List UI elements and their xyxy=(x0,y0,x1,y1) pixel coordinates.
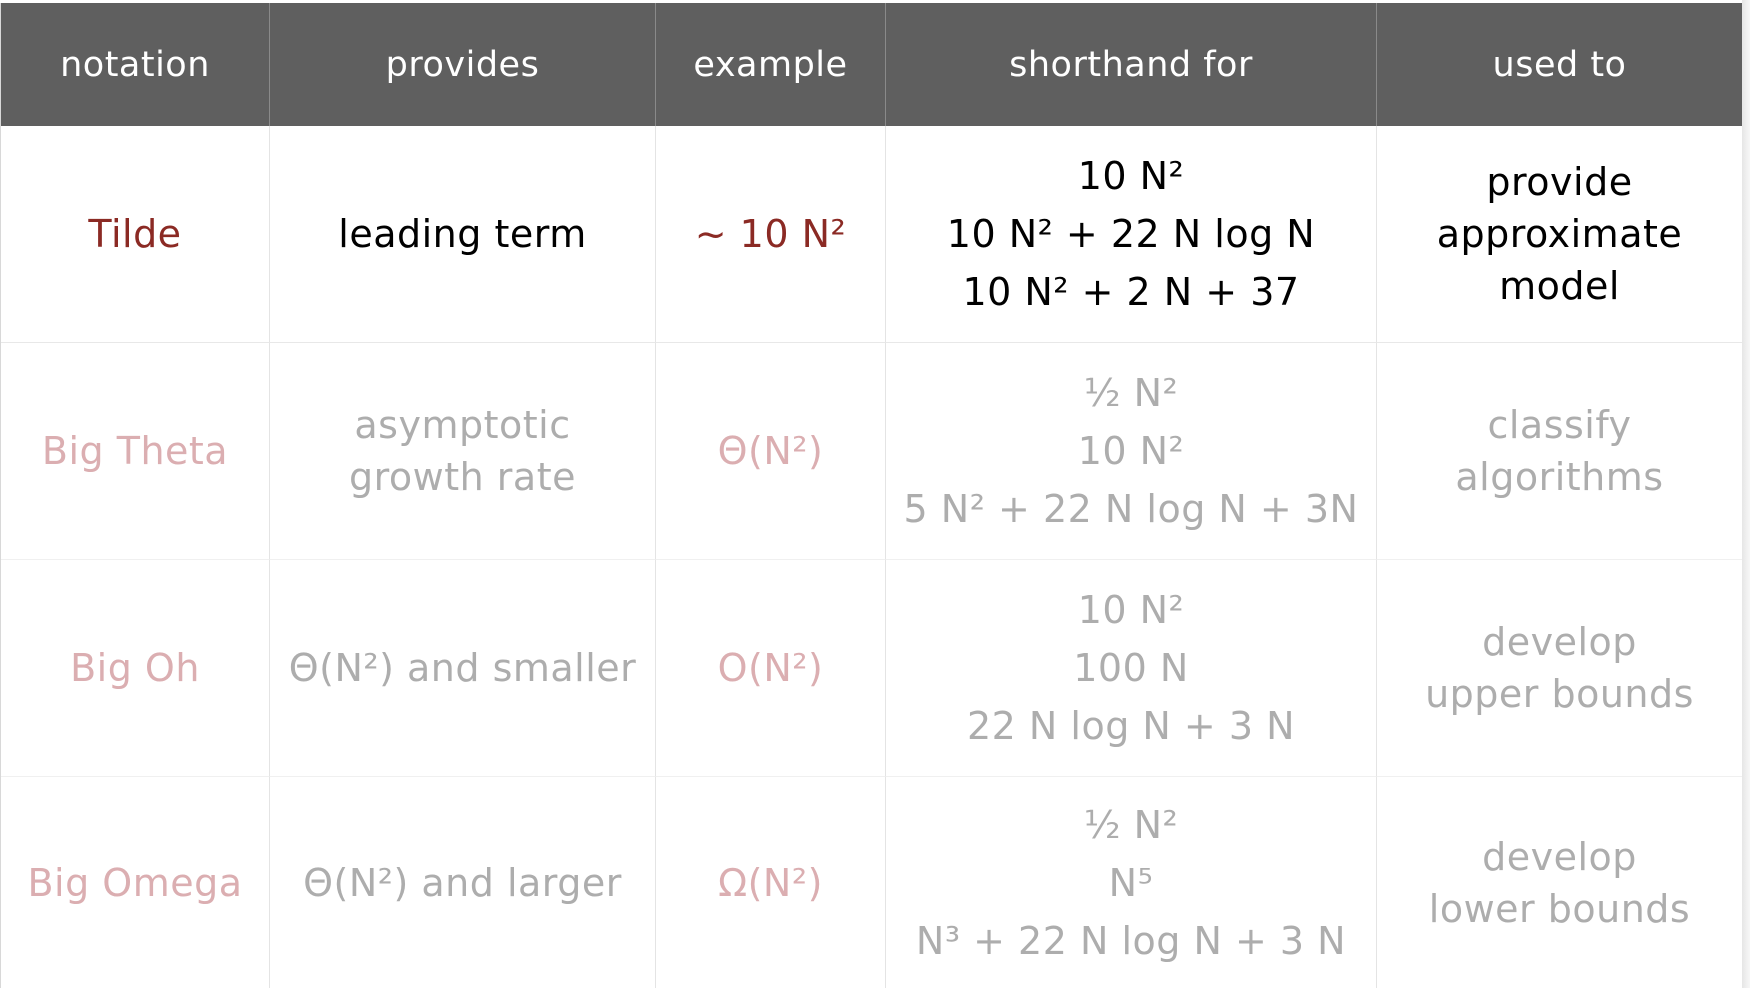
notation-big-oh: Big Oh xyxy=(1,560,270,777)
provides-tilde-line: leading term xyxy=(338,212,587,256)
header-example-label: example xyxy=(693,44,848,85)
example-tilde: ~ 10 N² xyxy=(656,126,886,343)
shorthand-tilde-line-1: 10 N² xyxy=(1077,154,1185,198)
provides-big-theta-line-2: growth rate xyxy=(349,455,576,499)
header-provides-label: provides xyxy=(385,44,540,85)
header-used-to-label: used to xyxy=(1492,44,1627,85)
shorthand-big-omega-line-2: N⁵ xyxy=(1108,860,1154,905)
notation-big-oh-label: Big Oh xyxy=(70,646,200,690)
used-to-tilde-line-1: provide xyxy=(1486,160,1633,204)
used-to-tilde-line-3: model xyxy=(1499,264,1620,308)
shorthand-big-theta-line-3: 5 N² + 22 N log N + 3N xyxy=(903,487,1359,531)
used-to-big-theta-line-2: algorithms xyxy=(1455,455,1664,499)
used-to-big-oh-line-1: develop xyxy=(1482,620,1637,664)
notation-big-theta-label: Big Theta xyxy=(41,429,229,473)
example-big-theta: Θ(N²) xyxy=(656,343,886,560)
header-example: example xyxy=(656,3,886,126)
header-notation-label: notation xyxy=(60,44,210,85)
window-edge-shadow xyxy=(1742,0,1750,988)
used-to-tilde: provide approximate model xyxy=(1377,126,1743,343)
header-shorthand-label: shorthand for xyxy=(1009,44,1253,85)
provides-big-oh-line: Θ(N²) and smaller xyxy=(288,646,637,690)
used-to-big-omega-line-1: develop xyxy=(1482,834,1637,879)
header-provides: provides xyxy=(270,3,656,126)
asymptotic-notation-table: notation provides example shorthand for … xyxy=(0,3,1743,988)
example-big-oh: O(N²) xyxy=(656,560,886,777)
shorthand-big-oh-line-3: 22 N log N + 3 N xyxy=(966,704,1296,748)
used-to-tilde-line-2: approximate xyxy=(1436,212,1683,256)
notation-big-omega: Big Omega xyxy=(1,777,270,988)
shorthand-big-theta-line-1: ½ N² xyxy=(1083,371,1179,415)
example-big-omega-formula: Ω(N²) xyxy=(718,860,823,905)
header-notation: notation xyxy=(1,3,270,126)
notation-tilde-label: Tilde xyxy=(88,212,182,256)
shorthand-big-theta: ½ N² 10 N² 5 N² + 22 N log N + 3N xyxy=(886,343,1377,560)
example-big-theta-formula: Θ(N²) xyxy=(717,429,824,473)
shorthand-tilde-line-2: 10 N² + 22 N log N xyxy=(946,212,1316,256)
provides-big-omega-line: Θ(N²) and larger xyxy=(303,860,622,905)
provides-big-omega: Θ(N²) and larger xyxy=(270,777,656,988)
example-tilde-formula: ~ 10 N² xyxy=(694,212,847,256)
shorthand-big-omega: ½ N² N⁵ N³ + 22 N log N + 3 N xyxy=(886,777,1377,988)
example-big-oh-formula: O(N²) xyxy=(717,646,824,690)
used-to-big-oh-line-2: upper bounds xyxy=(1425,672,1694,716)
notation-big-omega-label: Big Omega xyxy=(27,860,243,905)
provides-big-oh: Θ(N²) and smaller xyxy=(270,560,656,777)
header-shorthand: shorthand for xyxy=(886,3,1377,126)
shorthand-big-theta-line-2: 10 N² xyxy=(1077,429,1185,473)
shorthand-tilde: 10 N² 10 N² + 22 N log N 10 N² + 2 N + 3… xyxy=(886,126,1377,343)
shorthand-big-omega-line-1: ½ N² xyxy=(1083,802,1179,847)
provides-big-theta-line-1: asymptotic xyxy=(354,403,571,447)
used-to-big-oh: develop upper bounds xyxy=(1377,560,1743,777)
shorthand-big-oh-line-1: 10 N² xyxy=(1077,588,1185,632)
notation-big-theta: Big Theta xyxy=(1,343,270,560)
shorthand-tilde-line-3: 10 N² + 2 N + 37 xyxy=(962,270,1300,314)
provides-tilde: leading term xyxy=(270,126,656,343)
header-used-to: used to xyxy=(1377,3,1743,126)
used-to-big-omega: develop lower bounds xyxy=(1377,777,1743,988)
used-to-big-omega-line-2: lower bounds xyxy=(1428,886,1691,931)
used-to-big-theta: classify algorithms xyxy=(1377,343,1743,560)
used-to-big-theta-line-1: classify xyxy=(1487,403,1632,447)
shorthand-big-omega-line-3: N³ + 22 N log N + 3 N xyxy=(915,918,1347,963)
shorthand-big-oh: 10 N² 100 N 22 N log N + 3 N xyxy=(886,560,1377,777)
provides-big-theta: asymptotic growth rate xyxy=(270,343,656,560)
shorthand-big-oh-line-2: 100 N xyxy=(1073,646,1189,690)
example-big-omega: Ω(N²) xyxy=(656,777,886,988)
notation-tilde: Tilde xyxy=(1,126,270,343)
